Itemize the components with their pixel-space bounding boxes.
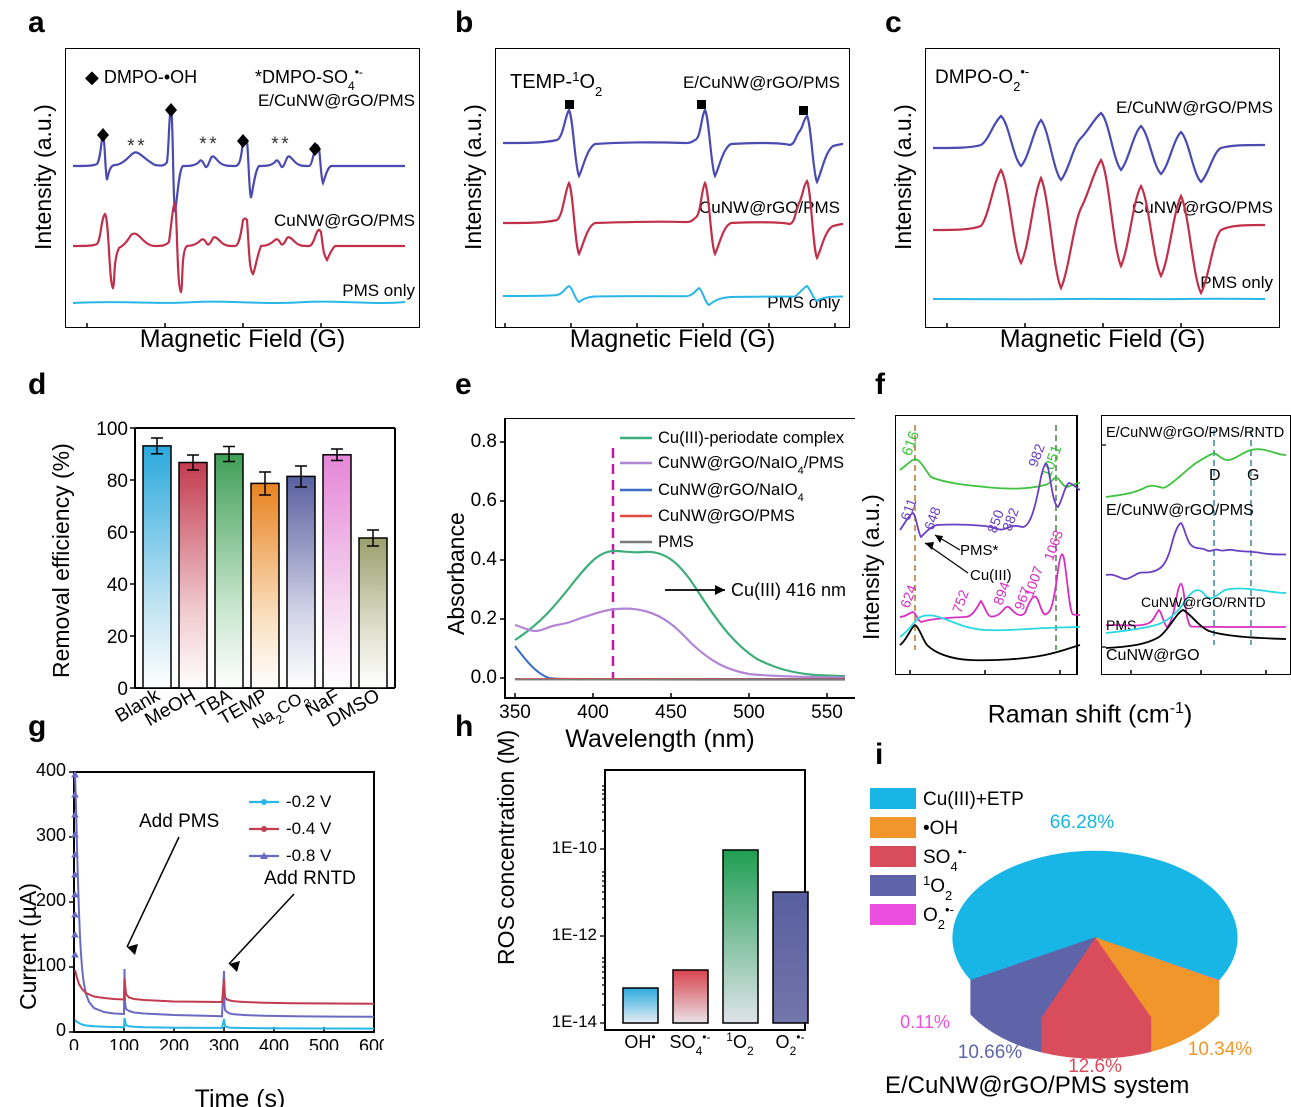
svg-text:PMS only: PMS only xyxy=(1200,273,1273,292)
svg-text:CuNW@rGO/NaIO4: CuNW@rGO/NaIO4 xyxy=(658,481,804,504)
svg-text:*: * xyxy=(137,136,145,157)
svg-text:*DMPO-SO4•-: *DMPO-SO4•- xyxy=(255,65,363,93)
svg-text:624: 624 xyxy=(897,582,920,610)
svg-text:600: 600 xyxy=(359,1036,384,1050)
svg-text:*: * xyxy=(209,134,217,155)
svg-text:-0.8 V: -0.8 V xyxy=(286,846,332,865)
svg-text:Add PMS: Add PMS xyxy=(139,811,219,832)
svg-text:CuNW@rGO/NaIO4/PMS: CuNW@rGO/NaIO4/PMS xyxy=(658,454,844,477)
svg-text:D: D xyxy=(1209,467,1221,484)
svg-text:◆ DMPO-•OH: ◆ DMPO-•OH xyxy=(85,67,197,87)
svg-text:PMS: PMS xyxy=(658,533,694,551)
svg-text:1007: 1007 xyxy=(1020,564,1046,599)
svg-text:300: 300 xyxy=(36,825,66,845)
svg-text:CuNW@rGO/PMS: CuNW@rGO/PMS xyxy=(1132,198,1273,217)
svg-text:-0.2 V: -0.2 V xyxy=(286,792,332,811)
svg-text:CuNW@rGO/PMS: CuNW@rGO/PMS xyxy=(699,198,840,217)
svg-text:40: 40 xyxy=(107,575,128,596)
svg-text:E/CuNW@rGO/PMS: E/CuNW@rGO/PMS xyxy=(1106,502,1254,519)
svg-text:*: * xyxy=(271,134,279,155)
svg-text:O2•-: O2•- xyxy=(776,1030,805,1058)
svg-text:CuNW@rGO/RNTD: CuNW@rGO/RNTD xyxy=(1141,594,1266,610)
svg-text:400: 400 xyxy=(577,702,609,723)
svg-text:E/CuNW@rGO/PMS/RNTD: E/CuNW@rGO/PMS/RNTD xyxy=(1106,425,1284,441)
svg-text:0.6: 0.6 xyxy=(471,490,497,511)
svg-text:1E-14: 1E-14 xyxy=(552,1012,597,1031)
svg-text:SO4•-: SO4•- xyxy=(923,844,967,874)
svg-text:*: * xyxy=(127,136,135,157)
svg-text:TEMP-1O2: TEMP-1O2 xyxy=(510,69,602,99)
svg-text:DMPO-O2•-: DMPO-O2•- xyxy=(935,64,1029,94)
svg-text:0: 0 xyxy=(117,679,128,700)
svg-text:E/CuNW@rGO/PMS: E/CuNW@rGO/PMS xyxy=(1116,98,1273,117)
svg-text:100: 100 xyxy=(109,1036,139,1050)
svg-text:752: 752 xyxy=(949,587,972,615)
svg-text:550: 550 xyxy=(811,702,843,723)
svg-text:Add RNTD: Add RNTD xyxy=(264,868,356,889)
svg-text:CuNW@rGO/PMS: CuNW@rGO/PMS xyxy=(274,211,415,230)
svg-text:100: 100 xyxy=(96,419,128,440)
svg-text:PMS only: PMS only xyxy=(342,281,415,300)
svg-text:Cu(III): Cu(III) xyxy=(970,567,1012,584)
svg-text:882: 882 xyxy=(999,505,1022,533)
svg-text:500: 500 xyxy=(733,702,765,723)
svg-text:1E-10: 1E-10 xyxy=(552,838,597,857)
svg-text:0: 0 xyxy=(56,1020,66,1040)
svg-text:Cu(III)+ETP: Cu(III)+ETP xyxy=(923,789,1024,810)
svg-text:0: 0 xyxy=(69,1036,79,1050)
svg-text:PMS*: PMS* xyxy=(960,542,999,559)
svg-text:10.34%: 10.34% xyxy=(1188,1039,1253,1060)
svg-text:60: 60 xyxy=(107,523,128,544)
svg-text:0.11%: 0.11% xyxy=(900,1012,950,1032)
svg-text:80: 80 xyxy=(107,471,128,492)
svg-text:450: 450 xyxy=(655,702,687,723)
svg-text:20: 20 xyxy=(107,627,128,648)
svg-text:616: 616 xyxy=(899,429,924,458)
svg-text:CuNW@rGO/PMS: CuNW@rGO/PMS xyxy=(658,507,795,525)
svg-text:400: 400 xyxy=(259,1036,289,1050)
svg-text:CuNW@rGO: CuNW@rGO xyxy=(1106,647,1200,664)
svg-text:Cu(III) 416 nm: Cu(III) 416 nm xyxy=(731,580,846,600)
svg-text:0.2: 0.2 xyxy=(471,608,497,629)
svg-text:200: 200 xyxy=(159,1036,189,1050)
svg-text:OH•: OH• xyxy=(624,1030,655,1052)
svg-text:0.4: 0.4 xyxy=(471,549,498,570)
svg-text:*: * xyxy=(199,134,207,155)
svg-text:*: * xyxy=(281,134,289,155)
svg-text:300: 300 xyxy=(209,1036,239,1050)
svg-text:500: 500 xyxy=(309,1036,339,1050)
svg-text:1O2: 1O2 xyxy=(923,873,952,903)
svg-text:SO4•-: SO4•- xyxy=(670,1030,711,1058)
svg-text:10.66%: 10.66% xyxy=(958,1042,1023,1063)
svg-text:O2•-: O2•- xyxy=(923,902,954,932)
svg-text:G: G xyxy=(1247,467,1259,484)
svg-text:-0.4 V: -0.4 V xyxy=(286,819,332,838)
svg-text:•OH: •OH xyxy=(923,818,958,839)
svg-text:1O2: 1O2 xyxy=(726,1030,754,1058)
svg-text:350: 350 xyxy=(499,702,531,723)
svg-text:E/CuNW@rGO/PMS: E/CuNW@rGO/PMS xyxy=(258,91,415,110)
svg-text:E/CuNW@rGO/PMS: E/CuNW@rGO/PMS xyxy=(683,73,840,92)
svg-text:400: 400 xyxy=(36,760,66,780)
svg-text:1E-12: 1E-12 xyxy=(552,925,597,944)
svg-text:0.0: 0.0 xyxy=(471,667,497,688)
svg-text:Cu(III)-periodate complex: Cu(III)-periodate complex xyxy=(658,429,845,447)
svg-text:648: 648 xyxy=(921,504,944,532)
svg-text:66.28%: 66.28% xyxy=(1050,812,1115,833)
svg-text:1063: 1063 xyxy=(1040,528,1066,563)
svg-text:0.8: 0.8 xyxy=(471,431,497,452)
